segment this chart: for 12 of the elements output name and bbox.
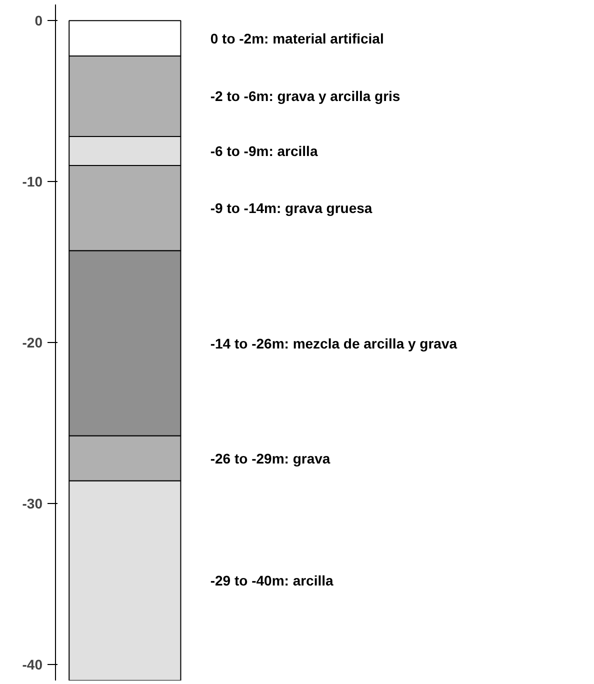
y-tick-label: -20 bbox=[22, 334, 43, 350]
y-tick-label: -40 bbox=[22, 656, 43, 672]
y-tick-label: -10 bbox=[22, 174, 43, 190]
text: -2 to -6m: grava y arcilla gris bbox=[210, 88, 400, 104]
text: 0 to -2m: material artificial bbox=[210, 30, 384, 46]
y-tick-label: 0 bbox=[34, 12, 43, 29]
text: -29 to -40m: arcilla bbox=[210, 572, 334, 589]
text: -26 to -29m: grava bbox=[210, 450, 330, 466]
y-tick-label: -30 bbox=[22, 495, 43, 512]
text: -6 to -9m: arcilla bbox=[210, 142, 318, 159]
text: -9 to -14m: grava gruesa bbox=[210, 200, 372, 216]
text: -14 to -26m: mezcla de arcilla y grava bbox=[210, 335, 458, 352]
